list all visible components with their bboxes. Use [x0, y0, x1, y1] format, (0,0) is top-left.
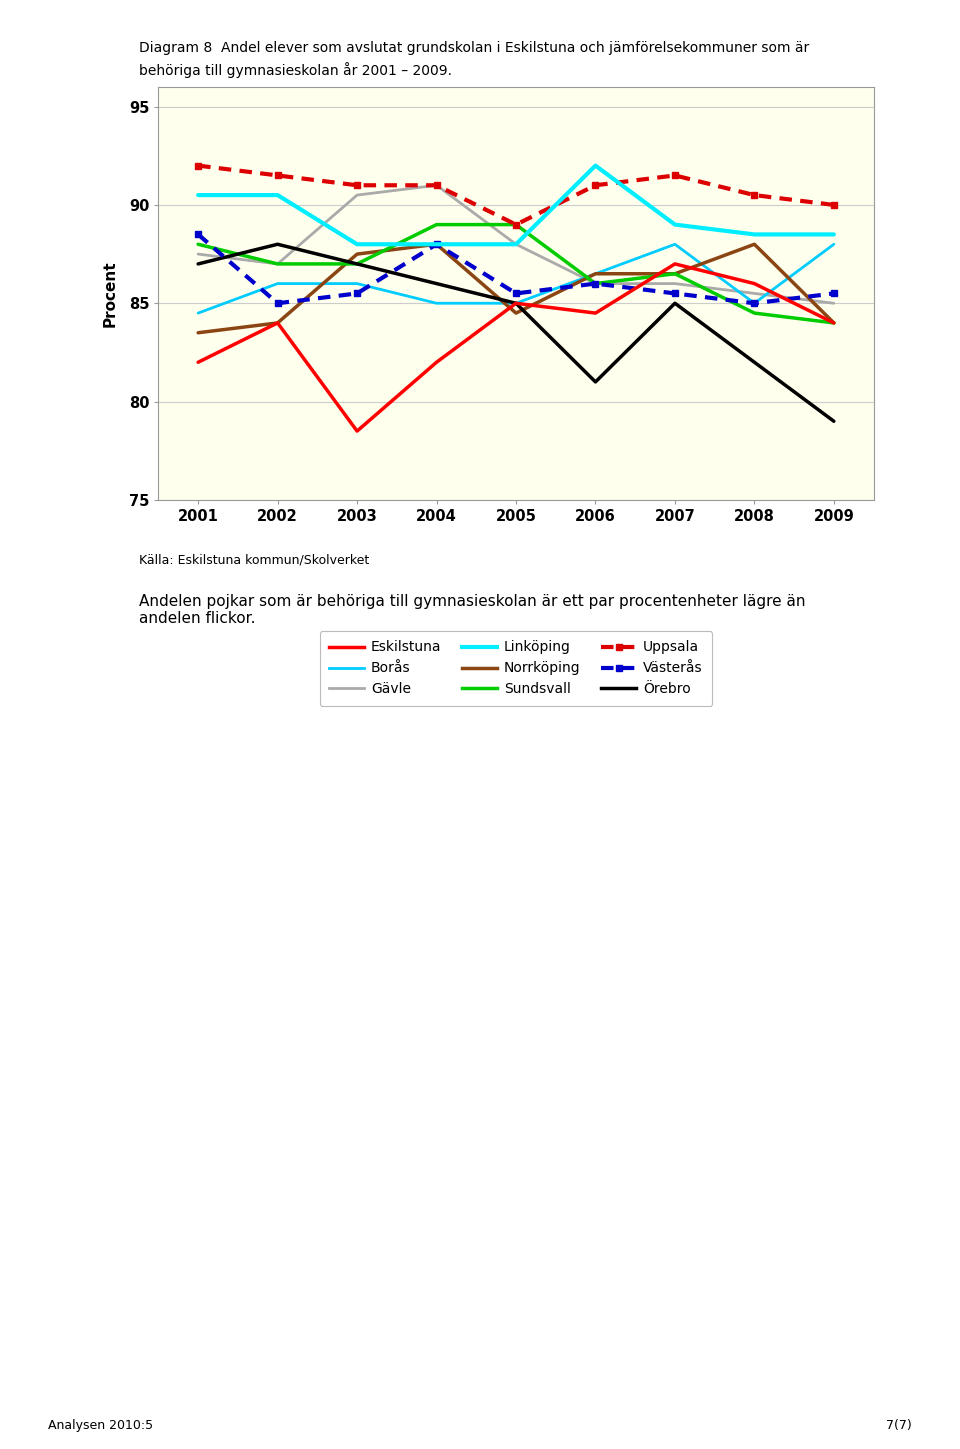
Örebro	[510, 294, 521, 312]
Örebro	[828, 413, 840, 430]
Borås	[589, 265, 601, 283]
Örebro	[431, 275, 443, 293]
Örebro	[272, 236, 283, 254]
Line: Linköping: Linköping	[198, 165, 834, 245]
Västerås	[510, 284, 521, 301]
Västerås	[431, 236, 443, 254]
Legend: Eskilstuna, Borås, Gävle, Linköping, Norrköping, Sundsvall, Uppsala, Västerås, Ö: Eskilstuna, Borås, Gävle, Linköping, Nor…	[320, 630, 712, 706]
Uppsala	[749, 187, 760, 204]
Eskilstuna	[510, 294, 521, 312]
Norrköping	[272, 314, 283, 332]
Uppsala	[192, 156, 204, 174]
Borås	[510, 294, 521, 312]
Västerås	[589, 275, 601, 293]
Gävle	[351, 187, 363, 204]
Sundsvall	[589, 275, 601, 293]
Borås	[351, 275, 363, 293]
Text: behöriga till gymnasieskolan år 2001 – 2009.: behöriga till gymnasieskolan år 2001 – 2…	[139, 62, 452, 78]
Uppsala	[431, 177, 443, 194]
Eskilstuna	[749, 275, 760, 293]
Västerås	[669, 284, 681, 301]
Eskilstuna	[589, 304, 601, 322]
Gävle	[828, 294, 840, 312]
Eskilstuna	[669, 255, 681, 272]
Uppsala	[828, 196, 840, 213]
Borås	[192, 304, 204, 322]
Gävle	[749, 284, 760, 301]
Borås	[272, 275, 283, 293]
Sundsvall	[510, 216, 521, 233]
Line: Eskilstuna: Eskilstuna	[198, 264, 834, 430]
Gävle	[589, 275, 601, 293]
Line: Sundsvall: Sundsvall	[198, 225, 834, 323]
Line: Uppsala: Uppsala	[195, 162, 837, 227]
Gävle	[669, 275, 681, 293]
Text: Analysen 2010:5: Analysen 2010:5	[48, 1419, 154, 1432]
Norrköping	[192, 325, 204, 342]
Sundsvall	[351, 255, 363, 272]
Örebro	[192, 255, 204, 272]
Linköping	[431, 236, 443, 254]
Sundsvall	[272, 255, 283, 272]
Sundsvall	[669, 265, 681, 283]
Norrköping	[431, 236, 443, 254]
Norrköping	[669, 265, 681, 283]
Eskilstuna	[351, 422, 363, 439]
Linköping	[192, 187, 204, 204]
Eskilstuna	[192, 354, 204, 371]
Eskilstuna	[828, 314, 840, 332]
Text: Källa: Eskilstuna kommun/Skolverket: Källa: Eskilstuna kommun/Skolverket	[139, 554, 370, 567]
Uppsala	[510, 216, 521, 233]
Västerås	[272, 294, 283, 312]
Örebro	[749, 354, 760, 371]
Västerås	[828, 284, 840, 301]
Text: Andelen pojkar som är behöriga till gymnasieskolan är ett par procentenheter läg: Andelen pojkar som är behöriga till gymn…	[139, 594, 805, 626]
Norrköping	[749, 236, 760, 254]
Text: 7(7): 7(7)	[886, 1419, 912, 1432]
Sundsvall	[828, 314, 840, 332]
Örebro	[669, 294, 681, 312]
Borås	[431, 294, 443, 312]
Uppsala	[669, 167, 681, 184]
Gävle	[431, 177, 443, 194]
Norrköping	[828, 314, 840, 332]
Eskilstuna	[431, 354, 443, 371]
Borås	[669, 236, 681, 254]
Linköping	[828, 226, 840, 243]
Uppsala	[351, 177, 363, 194]
Uppsala	[272, 167, 283, 184]
Borås	[828, 236, 840, 254]
Norrköping	[510, 304, 521, 322]
Line: Norrköping: Norrköping	[198, 245, 834, 333]
Y-axis label: Procent: Procent	[103, 261, 118, 326]
Sundsvall	[431, 216, 443, 233]
Linköping	[510, 236, 521, 254]
Västerås	[749, 294, 760, 312]
Västerås	[192, 226, 204, 243]
Uppsala	[589, 177, 601, 194]
Linköping	[589, 156, 601, 174]
Norrköping	[351, 245, 363, 262]
Norrköping	[589, 265, 601, 283]
Västerås	[351, 284, 363, 301]
Gävle	[510, 236, 521, 254]
Sundsvall	[749, 304, 760, 322]
Linköping	[351, 236, 363, 254]
Gävle	[272, 255, 283, 272]
Line: Gävle: Gävle	[198, 185, 834, 303]
Linköping	[749, 226, 760, 243]
Örebro	[351, 255, 363, 272]
Gävle	[192, 245, 204, 262]
Line: Västerås: Västerås	[195, 230, 837, 307]
Borås	[749, 294, 760, 312]
Sundsvall	[192, 236, 204, 254]
Line: Borås: Borås	[198, 245, 834, 313]
Text: Diagram 8  Andel elever som avslutat grundskolan i Eskilstuna och jämförelsekomm: Diagram 8 Andel elever som avslutat grun…	[139, 41, 809, 55]
Örebro	[589, 374, 601, 391]
Linköping	[669, 216, 681, 233]
Line: Örebro: Örebro	[198, 245, 834, 422]
Linköping	[272, 187, 283, 204]
Eskilstuna	[272, 314, 283, 332]
